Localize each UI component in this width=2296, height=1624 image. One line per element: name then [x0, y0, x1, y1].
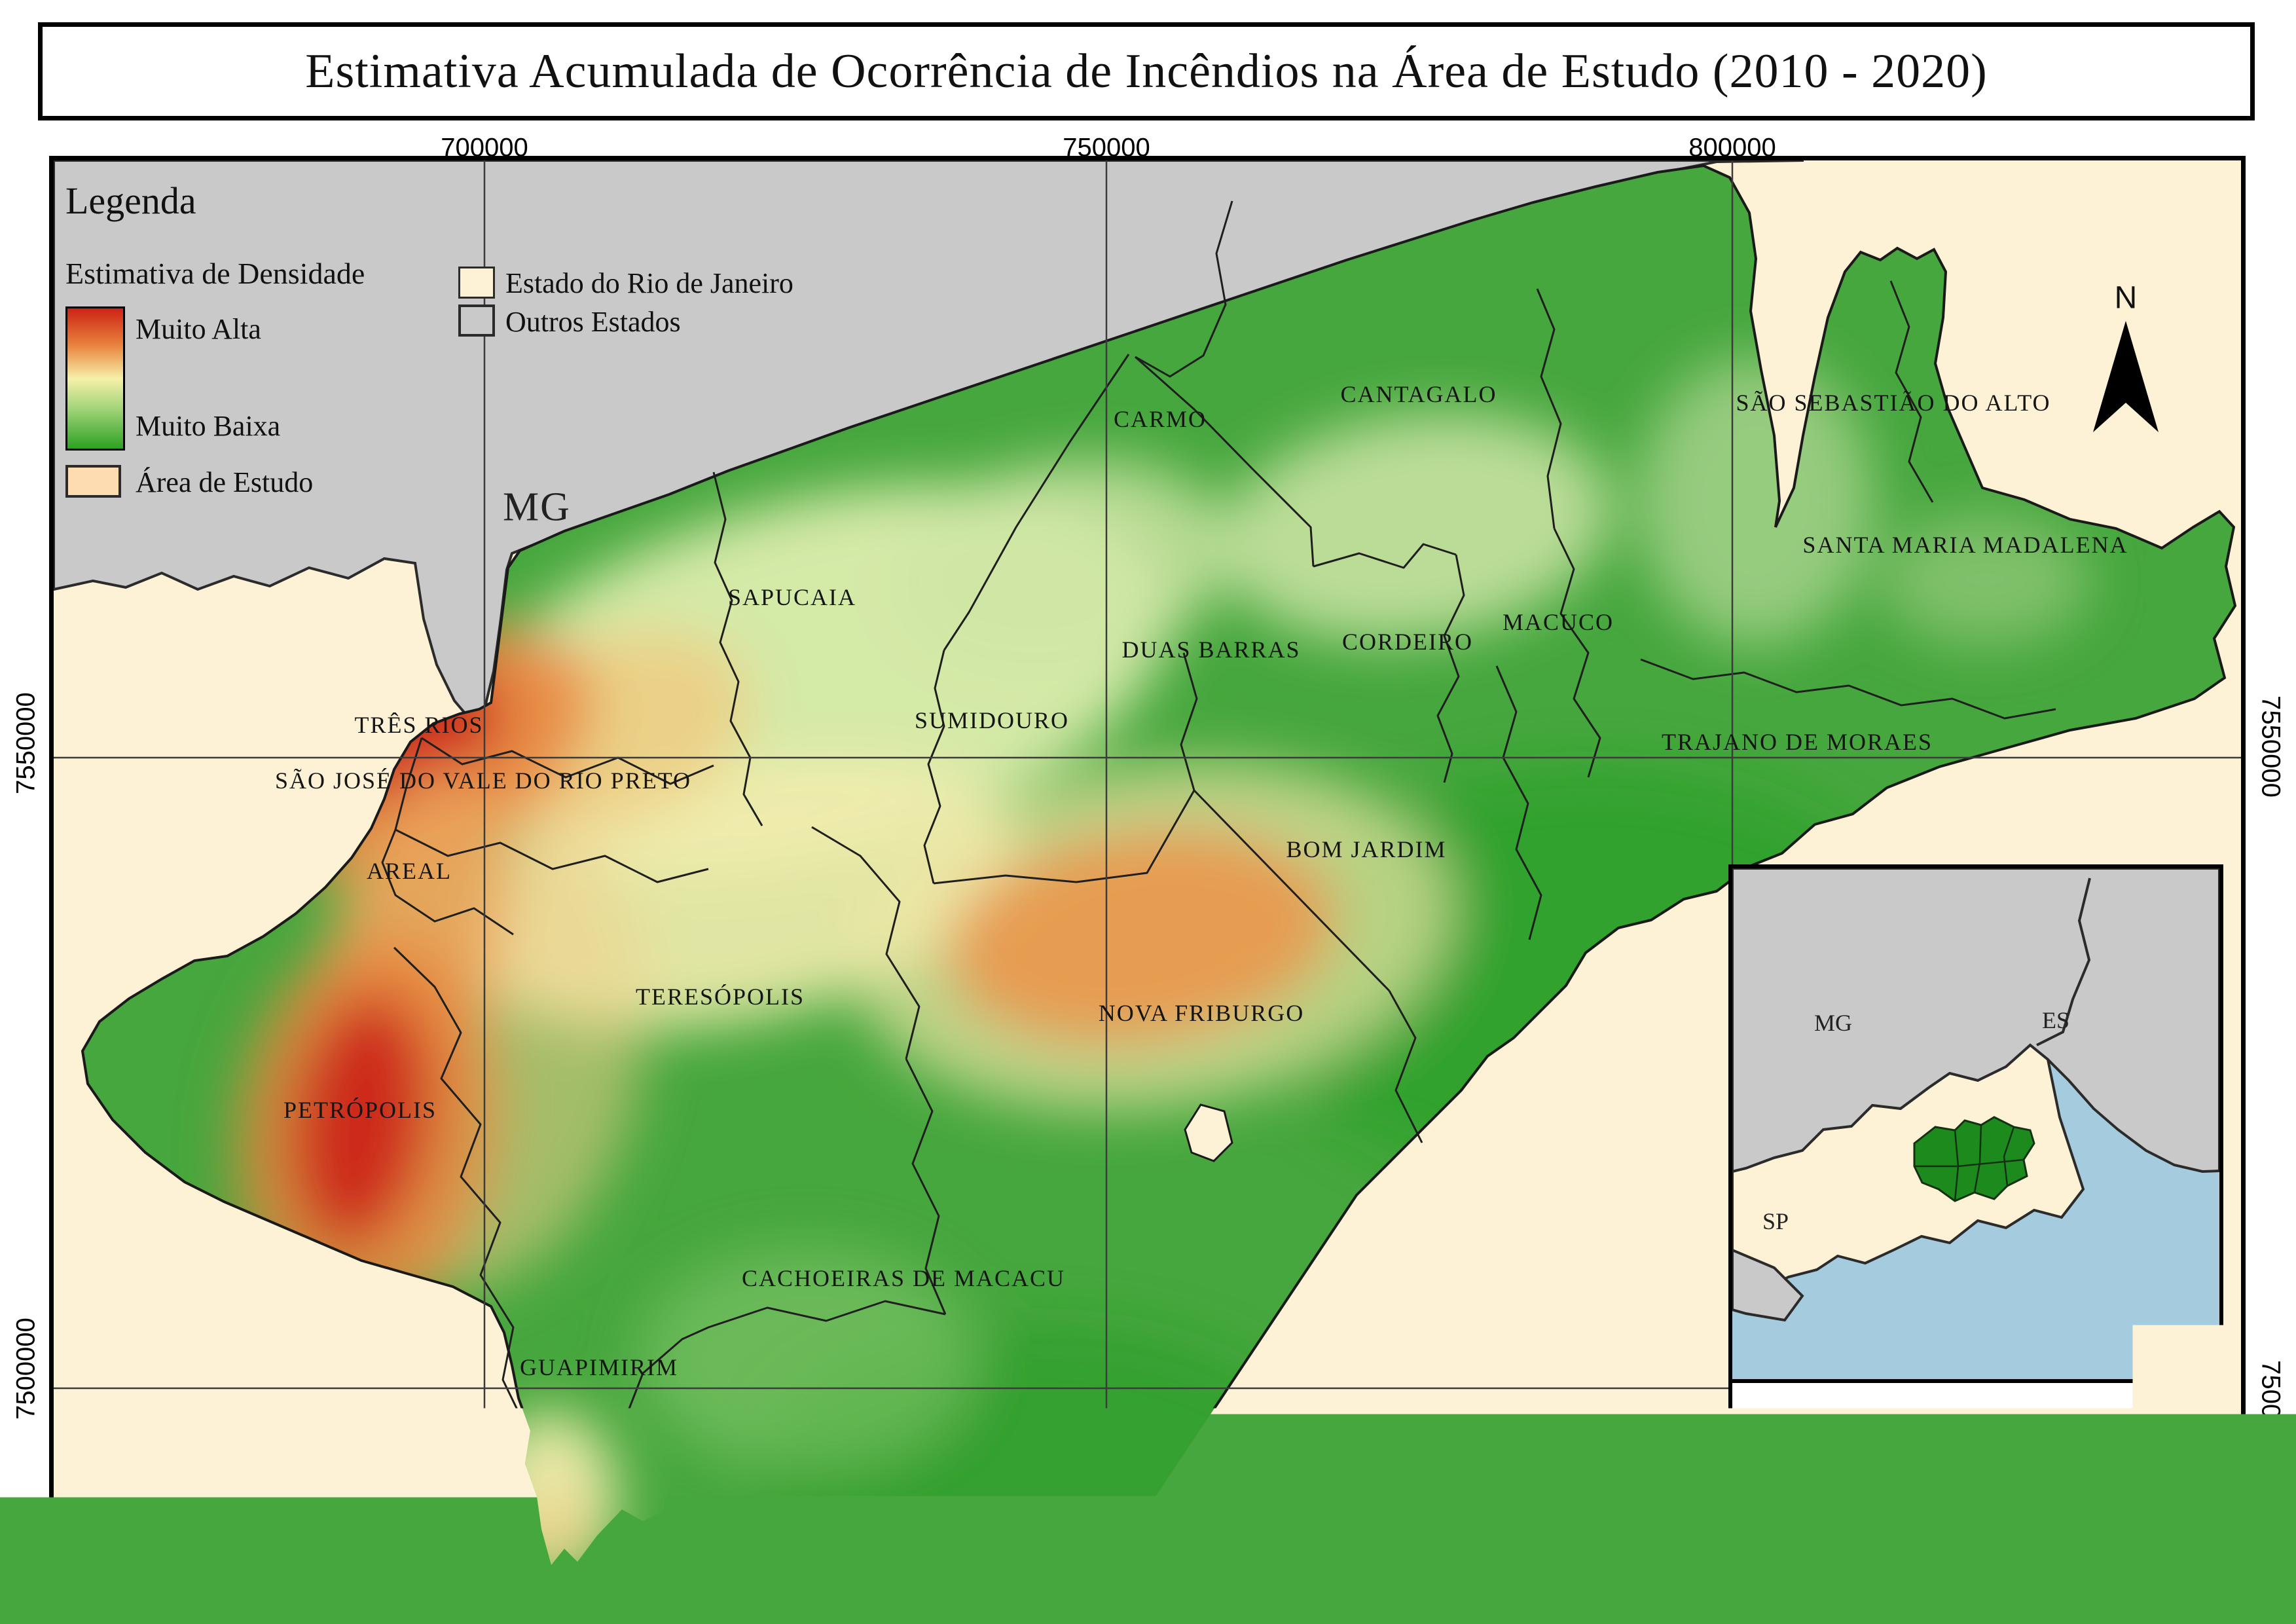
legend-density-heading: Estimativa de Densidade: [65, 256, 365, 291]
title-box: Estimativa Acumulada de Ocorrência de In…: [38, 22, 2255, 120]
label-trajano-de-moraes: TRAJANO DE MORAES: [1662, 728, 1933, 756]
label-guapimirim: GUAPIMIRIM: [520, 1354, 678, 1381]
label-areal: AREAL: [367, 857, 452, 885]
axis-bottom-700000: 700000: [441, 1576, 528, 1605]
label-bom-jardim: BOM JARDIM: [1286, 836, 1446, 863]
credit-datum: Datum: SIRGAS 2000: [1887, 1404, 2065, 1426]
credit-projection: Projeção: UTM 23S: [1897, 1433, 2055, 1455]
label-cordeiro: CORDEIRO: [1342, 628, 1473, 655]
legend-very-high-label: Muito Alta: [136, 312, 261, 346]
credit-sources: Fontes: BC25: [1922, 1462, 2030, 1484]
page-title: Estimativa Acumulada de Ocorrência de In…: [305, 44, 1988, 100]
inset-label-es: ES: [2042, 1007, 2069, 1033]
scalebar-label-0: 0: [1226, 1461, 1241, 1492]
label-sapucaia: SAPUCAIA: [728, 583, 856, 611]
axis-top-800000: 800000: [1688, 134, 1776, 163]
credit-scale: Escala 1:25.000 (IBGE, 2018);: [1854, 1490, 2098, 1513]
axis-bottom-800000: 800000: [1688, 1576, 1776, 1605]
label-sumidouro: SUMIDOURO: [915, 707, 1069, 734]
label-teresopolis: TERESÓPOLIS: [636, 983, 805, 1010]
axis-left-7500000: 7500000: [12, 1318, 41, 1420]
label-carmo: CARMO: [1114, 405, 1207, 433]
legend-other-states-label: Outros Estados: [505, 305, 681, 339]
inset-map: MG ES SP: [1732, 868, 2219, 1380]
axis-top-700000: 700000: [441, 134, 528, 163]
axis-bottom-750000: 750000: [1063, 1576, 1150, 1605]
label-cantagalo: CANTAGALO: [1340, 380, 1497, 408]
credit-bdqueimadas: BDQueimadas (INPE, 2021): [1863, 1519, 2089, 1541]
scalebar-label-10-right: 10: [1343, 1461, 1374, 1492]
scalebar-label-20km: 20 km: [1480, 1461, 1554, 1492]
legend-very-low-label: Muito Baixa: [136, 409, 280, 443]
page: { "title": "Estimativa Acumulada de Ocor…: [0, 0, 2296, 1624]
label-cachoeiras-de-macacu: CACHOEIRAS DE MACACU: [742, 1264, 1065, 1292]
legend-rj-label: Estado do Rio de Janeiro: [505, 267, 793, 300]
axis-left-7550000: 7550000: [12, 692, 41, 794]
legend-heading: Legenda: [65, 179, 196, 223]
axis-right-7500000: 7500000: [2256, 1360, 2286, 1462]
axis-top-750000: 750000: [1063, 134, 1150, 163]
legend-study-area-label: Área de Estudo: [136, 466, 313, 499]
scalebar: [1110, 1513, 1483, 1530]
scalebar-label-10-left: 10: [1095, 1461, 1125, 1492]
label-sao-sebastiao-do-alto: SÃO SEBASTIÃO DO ALTO: [1736, 389, 2050, 416]
label-duas-barras: DUAS BARRAS: [1121, 636, 1300, 663]
inset-label-sp: SP: [1762, 1208, 1789, 1234]
north-label: N: [2115, 280, 2138, 316]
label-sao-jose-do-vale-do-rio-preto: SÃO JOSÉ DO VALE DO RIO PRETO: [275, 767, 691, 794]
north-arrow-icon: [2090, 318, 2162, 435]
legend-gradient-bar: [65, 306, 125, 451]
legend-other-states-swatch: [458, 304, 495, 337]
legend-rj-swatch: [458, 267, 495, 299]
label-mg: MG: [503, 485, 571, 531]
credits-box: Datum: SIRGAS 2000 Projeção: UTM 23S Fon…: [1732, 1383, 2219, 1562]
label-macuco: MACUCO: [1503, 608, 1614, 636]
legend-study-area-swatch: [65, 465, 121, 498]
map-canvas: Legenda Estimativa de Densidade Muito Al…: [54, 160, 2241, 1574]
label-santa-maria-madalena: SANTA MARIA MADALENA: [1802, 531, 2128, 559]
axis-right-7550000: 7550000: [2256, 695, 2286, 798]
inset-label-mg: MG: [1814, 1010, 1852, 1036]
label-tres-rios: TRÊS RIOS: [354, 711, 483, 739]
label-petropolis: PETRÓPOLIS: [283, 1096, 437, 1124]
label-nova-friburgo: NOVA FRIBURGO: [1099, 999, 1304, 1027]
